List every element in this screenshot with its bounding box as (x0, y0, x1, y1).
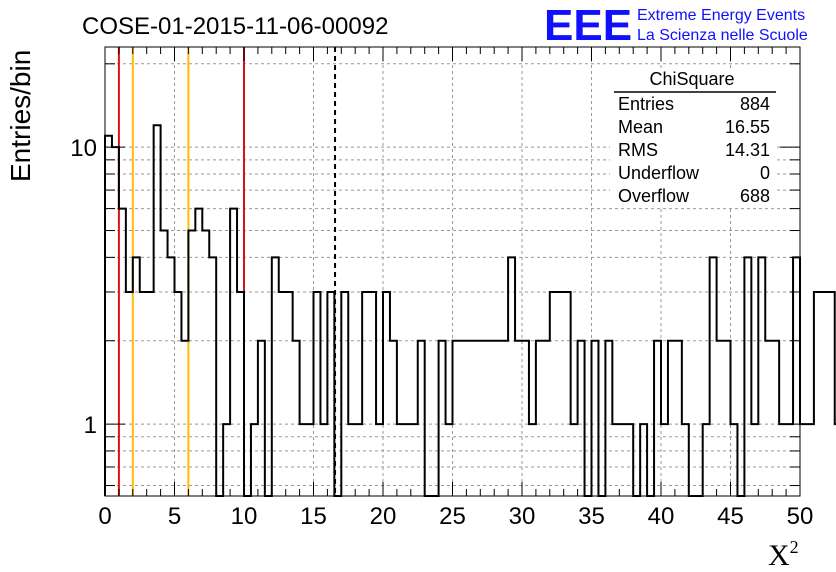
stats-label: Entries (618, 94, 674, 114)
marker-lines (117, 47, 337, 496)
eee-logo-line1: Extreme Energy Events (637, 7, 805, 24)
x-tick-label: 25 (439, 503, 466, 530)
x-tick-label: 50 (787, 503, 814, 530)
grid-lines (105, 47, 800, 496)
eee-logo-letters: EEE (544, 1, 632, 50)
x-tick-label: 30 (509, 503, 536, 530)
stats-label: Underflow (618, 163, 700, 183)
stats-label: Overflow (618, 186, 690, 206)
y-tick-label: 10 (70, 135, 97, 162)
x-tick-label: 20 (370, 503, 397, 530)
stats-value: 884 (740, 94, 770, 114)
x-tick-label: 5 (168, 503, 181, 530)
chart-title: COSE-01-2015-11-06-00092 (82, 13, 388, 40)
x-tick-label: 10 (231, 503, 258, 530)
eee-logo: EEE Extreme Energy Events La Scienza nel… (544, 1, 808, 50)
histogram-line (104, 124, 836, 497)
x-tick-label: 15 (300, 503, 327, 530)
stats-title: ChiSquare (649, 69, 734, 89)
stats-value: 0 (760, 163, 770, 183)
x-tick-label: 40 (648, 503, 675, 530)
x-tick-label: 35 (578, 503, 605, 530)
eee-logo-line2: La Scienza nelle Scuole (637, 27, 808, 44)
stats-box: ChiSquare Entries 884 Mean 16.55 RMS 14.31 Und… (610, 68, 776, 206)
stats-box-bg (610, 68, 776, 206)
stats-value: 14.31 (725, 140, 770, 160)
y-axis-label: Entries/bin (5, 50, 36, 182)
stats-label: Mean (618, 117, 663, 137)
y-tick-label: 1 (84, 412, 97, 439)
stats-value: 688 (740, 186, 770, 206)
x-tick-label: 0 (98, 503, 111, 530)
stats-rows: Entries 884 Mean 16.55 RMS 14.31 Underflow 0 Ove… (618, 94, 770, 206)
x-tick-label: 45 (717, 503, 744, 530)
x-axis-label: X2 (768, 537, 799, 572)
axis-ticks (104, 47, 801, 496)
x-tick-labels: 0 5 10 15 20 25 30 35 40 45 50 (98, 503, 813, 530)
stats-value: 16.55 (725, 117, 770, 137)
y-tick-labels: 1 10 (70, 135, 97, 439)
stats-label: RMS (618, 140, 658, 160)
